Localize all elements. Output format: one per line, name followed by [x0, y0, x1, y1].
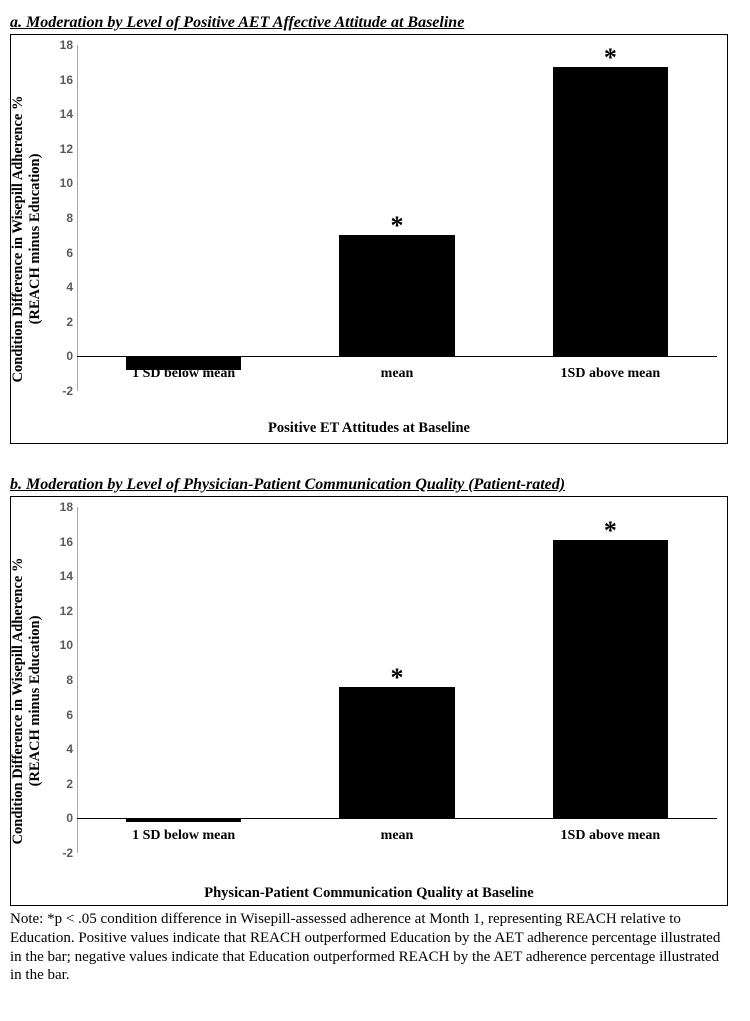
y-tick-label: 4 — [49, 280, 73, 294]
y-tick-label: 0 — [49, 811, 73, 825]
y-tick-label: 16 — [49, 73, 73, 87]
significance-star: * — [604, 516, 617, 546]
y-tick-label: 12 — [49, 604, 73, 618]
y-axis-line — [77, 45, 78, 391]
y-tick-label: 4 — [49, 742, 73, 756]
y-tick-label: 6 — [49, 708, 73, 722]
panel-a-chart: Condition Difference in Wisepill Adheren… — [10, 34, 728, 444]
bar — [126, 818, 241, 821]
significance-star: * — [604, 43, 617, 73]
plot-area: -20246810121416181 SD below mean*mean*1S… — [77, 45, 717, 391]
category-label: 1SD above mean — [561, 828, 661, 844]
x-axis-label: Positive ET Attitudes at Baseline — [268, 420, 470, 437]
y-axis-label: Condition Difference in Wisepill Adheren… — [10, 96, 44, 383]
y-tick-label: -2 — [49, 384, 73, 398]
category-label: 1 SD below mean — [132, 366, 235, 382]
category-label: 1SD above mean — [561, 366, 661, 382]
y-tick-label: 10 — [49, 176, 73, 190]
y-tick-label: 2 — [49, 315, 73, 329]
y-tick-label: 14 — [49, 569, 73, 583]
y-tick-label: 8 — [49, 673, 73, 687]
y-tick-label: 8 — [49, 211, 73, 225]
y-tick-label: 2 — [49, 777, 73, 791]
bar — [553, 67, 668, 356]
x-axis-label: Physican-Patient Communication Quality a… — [204, 885, 533, 902]
bar — [339, 235, 454, 356]
panel-a-title: a. Moderation by Level of Positive AET A… — [10, 14, 740, 32]
category-label: 1 SD below mean — [132, 828, 235, 844]
panel-b-title: b. Moderation by Level of Physician-Pati… — [10, 476, 740, 494]
category-label: mean — [381, 366, 414, 382]
y-tick-label: 0 — [49, 349, 73, 363]
y-tick-label: 12 — [49, 142, 73, 156]
footnote-text: Note: *p < .05 condition difference in W… — [10, 910, 730, 985]
y-tick-label: 16 — [49, 535, 73, 549]
y-tick-label: 6 — [49, 246, 73, 260]
significance-star: * — [391, 211, 404, 241]
plot-area: -20246810121416181 SD below mean*mean*1S… — [77, 507, 717, 853]
bar — [339, 687, 454, 818]
y-axis-label: Condition Difference in Wisepill Adheren… — [10, 558, 44, 845]
category-label: mean — [381, 828, 414, 844]
y-tick-label: 18 — [49, 38, 73, 52]
significance-star: * — [391, 663, 404, 693]
y-tick-label: 10 — [49, 638, 73, 652]
bar — [553, 540, 668, 819]
y-tick-label: 14 — [49, 107, 73, 121]
y-tick-label: 18 — [49, 500, 73, 514]
y-tick-label: -2 — [49, 846, 73, 860]
y-axis-line — [77, 507, 78, 853]
panel-b-chart: Condition Difference in Wisepill Adheren… — [10, 496, 728, 906]
